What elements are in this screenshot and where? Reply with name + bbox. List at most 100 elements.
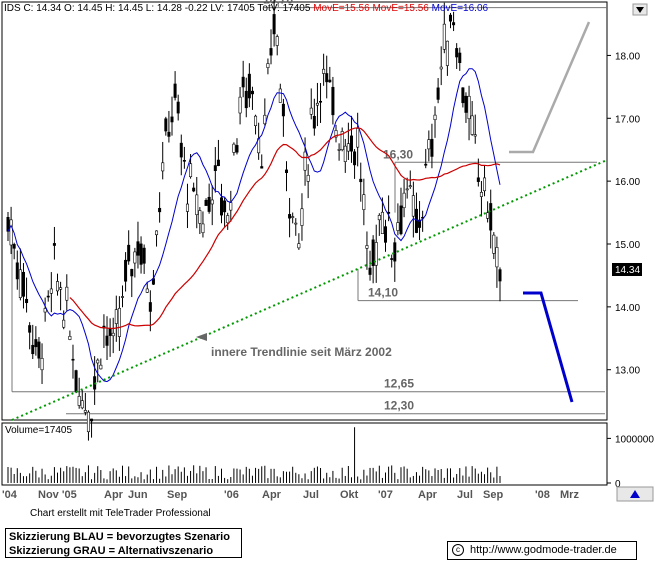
- candle-body: [164, 118, 168, 132]
- price-tick-label: 14.00: [615, 303, 640, 314]
- candle-body: [247, 73, 251, 99]
- candle-body: [470, 115, 474, 135]
- candle-body: [263, 114, 267, 125]
- candle-body: [158, 207, 162, 213]
- candle-body: [244, 90, 248, 109]
- candle-body: [195, 194, 199, 216]
- candle-body: [349, 135, 353, 152]
- candle-body: [371, 239, 375, 266]
- candle-body: [77, 396, 81, 406]
- url-box[interactable]: c http://www.godmode-trader.de: [447, 541, 637, 560]
- candle-body: [495, 247, 499, 268]
- chevron-down-icon: [636, 7, 644, 13]
- blue-scenario-label: Skizzierung BLAU = bevorzugtes Szenario: [9, 531, 230, 543]
- x-tick-label: Nov '05: [38, 489, 77, 501]
- level-label: 12,65: [384, 377, 414, 391]
- candle-body: [96, 359, 100, 364]
- change-value: -0.22: [184, 3, 208, 14]
- candle-body: [223, 200, 227, 213]
- gray-scenario-path: [509, 21, 591, 154]
- volume-tick-label: 0: [615, 479, 621, 490]
- price-panel: [1, 1, 608, 421]
- candle-body: [436, 87, 440, 100]
- x-axis-labels: '04 Nov '05 Apr Jun Sep '06 Apr Jul Okt '07 Apr Jul…: [2, 489, 579, 501]
- candle-body: [139, 243, 143, 265]
- candle-body: [365, 245, 369, 249]
- candle-body: [142, 247, 146, 264]
- candle-body: [281, 103, 285, 117]
- candle-body: [424, 163, 428, 166]
- candle-body: [291, 216, 295, 218]
- x-axis-band: [2, 487, 607, 501]
- candle-body: [368, 267, 372, 275]
- candle-body: [9, 219, 13, 246]
- candle-body: [124, 259, 128, 282]
- lv-value: 17405: [227, 3, 255, 14]
- candle-body: [390, 258, 394, 260]
- candle-body: [275, 36, 279, 46]
- candle-body: [260, 166, 264, 169]
- candle-body: [448, 14, 452, 22]
- candle-body: [170, 116, 174, 123]
- volume-panel: [1, 422, 608, 486]
- candle-body: [467, 95, 471, 120]
- low-value: 14.28: [156, 3, 182, 14]
- candle-body: [393, 242, 397, 262]
- trendline-label: innere Trendlinie seit März 2002: [211, 345, 392, 359]
- up-arrow-icon: [630, 490, 640, 498]
- candle-body: [136, 241, 140, 256]
- moving-average-long: [7, 68, 501, 383]
- candle-body: [458, 52, 462, 64]
- candle-body: [322, 68, 326, 74]
- candle-body: [34, 339, 38, 348]
- candle-body: [473, 134, 477, 137]
- candle-body: [384, 226, 388, 243]
- candle-body: [334, 130, 338, 138]
- candle-body: [479, 192, 483, 197]
- x-tick-label: '07: [378, 489, 393, 501]
- candle-body: [439, 66, 443, 70]
- candle-body: [198, 210, 202, 224]
- close-value: 14.34: [36, 3, 62, 14]
- candle-body: [185, 203, 189, 212]
- x-tick-label: '06: [224, 489, 239, 501]
- candle-body: [49, 288, 53, 294]
- candle-body: [297, 243, 301, 249]
- candle-body: [31, 344, 35, 355]
- volume-bars: 1000000 0: [7, 427, 654, 490]
- candle-body: [303, 151, 307, 171]
- lv-label: LV:: [210, 3, 225, 14]
- candle-body: [229, 202, 233, 211]
- candle-body: [130, 268, 134, 277]
- candle-body: [476, 177, 480, 182]
- candle-body: [133, 251, 137, 264]
- candle-body: [411, 195, 415, 217]
- candle-body: [442, 23, 446, 50]
- candle-body: [312, 115, 316, 129]
- candle-body: [62, 319, 66, 328]
- price-tick-label: 18.00: [615, 51, 640, 62]
- x-tick-label: Apr: [418, 489, 438, 501]
- candle-body: [380, 211, 384, 235]
- candle-body: [427, 139, 431, 150]
- volume-label: Volume=17405: [5, 425, 73, 436]
- candle-body: [325, 73, 329, 83]
- candle-body: [25, 298, 29, 304]
- candle-body: [492, 234, 496, 254]
- candle-body: [340, 131, 344, 151]
- candle-body: [18, 269, 22, 299]
- chart-credit: Chart erstellt mit TeleTrader Profession…: [30, 508, 211, 519]
- x-tick-label: Apr: [262, 489, 282, 501]
- candle-body: [145, 288, 149, 293]
- candle-body: [362, 194, 366, 210]
- candle-body: [396, 222, 400, 231]
- scenario-legend: Skizzierung BLAU = bevorzugtes Szenario …: [5, 528, 242, 558]
- candle-body: [483, 177, 487, 192]
- url-link[interactable]: http://www.godmode-trader.de: [470, 544, 617, 556]
- candle-body: [272, 14, 276, 35]
- x-tick-label: '08: [535, 489, 550, 501]
- candle-body: [235, 145, 239, 153]
- candle-body: [192, 187, 196, 192]
